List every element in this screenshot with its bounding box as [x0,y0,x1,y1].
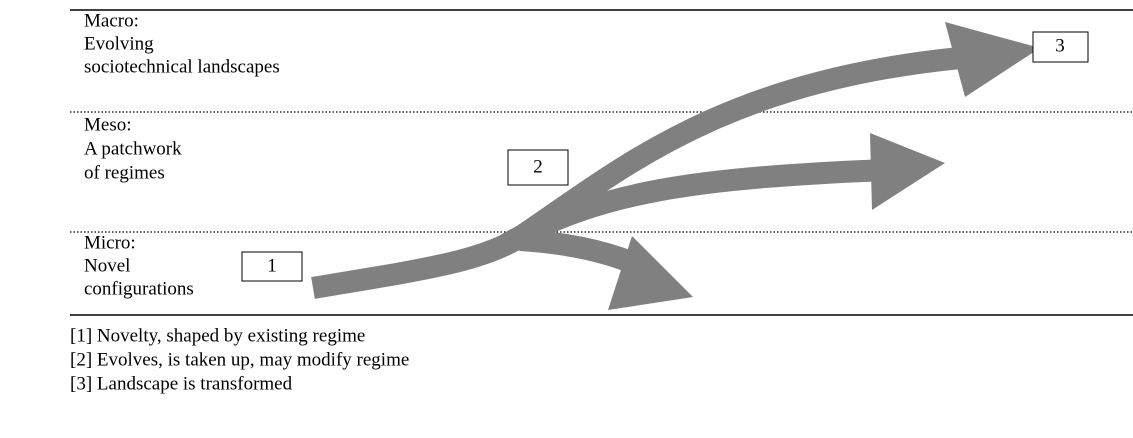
level-text: of regimes [84,162,165,183]
note: [3] Landscape is transformed [70,373,293,394]
level-text: A patchwork [84,138,182,159]
level-text: Evolving [84,33,154,54]
box [507,149,569,186]
texts: Macro: Evolving sociotechnical landscape… [70,10,1089,394]
box-label: 3 [1055,35,1065,56]
level-text: configurations [84,278,194,299]
arrowhead [945,22,1040,97]
box-label: 1 [267,255,277,276]
level-text: Macro: [84,10,139,31]
box [241,251,303,282]
level-text: Novel [84,255,130,276]
arrowhead [608,236,693,310]
note: [1] Novelty, shaped by existing regime [70,325,365,346]
note: [2] Evolves, is taken up, may modify reg… [70,349,409,370]
arrowhead [870,133,945,210]
arrow-meso [499,159,886,255]
level-text: Micro: [84,232,136,253]
level-text: sociotechnical landscapes [84,56,280,77]
arrowheads [608,22,1040,310]
level-text: Meso: [84,114,132,135]
box [1032,31,1089,63]
box-label: 2 [533,156,543,177]
